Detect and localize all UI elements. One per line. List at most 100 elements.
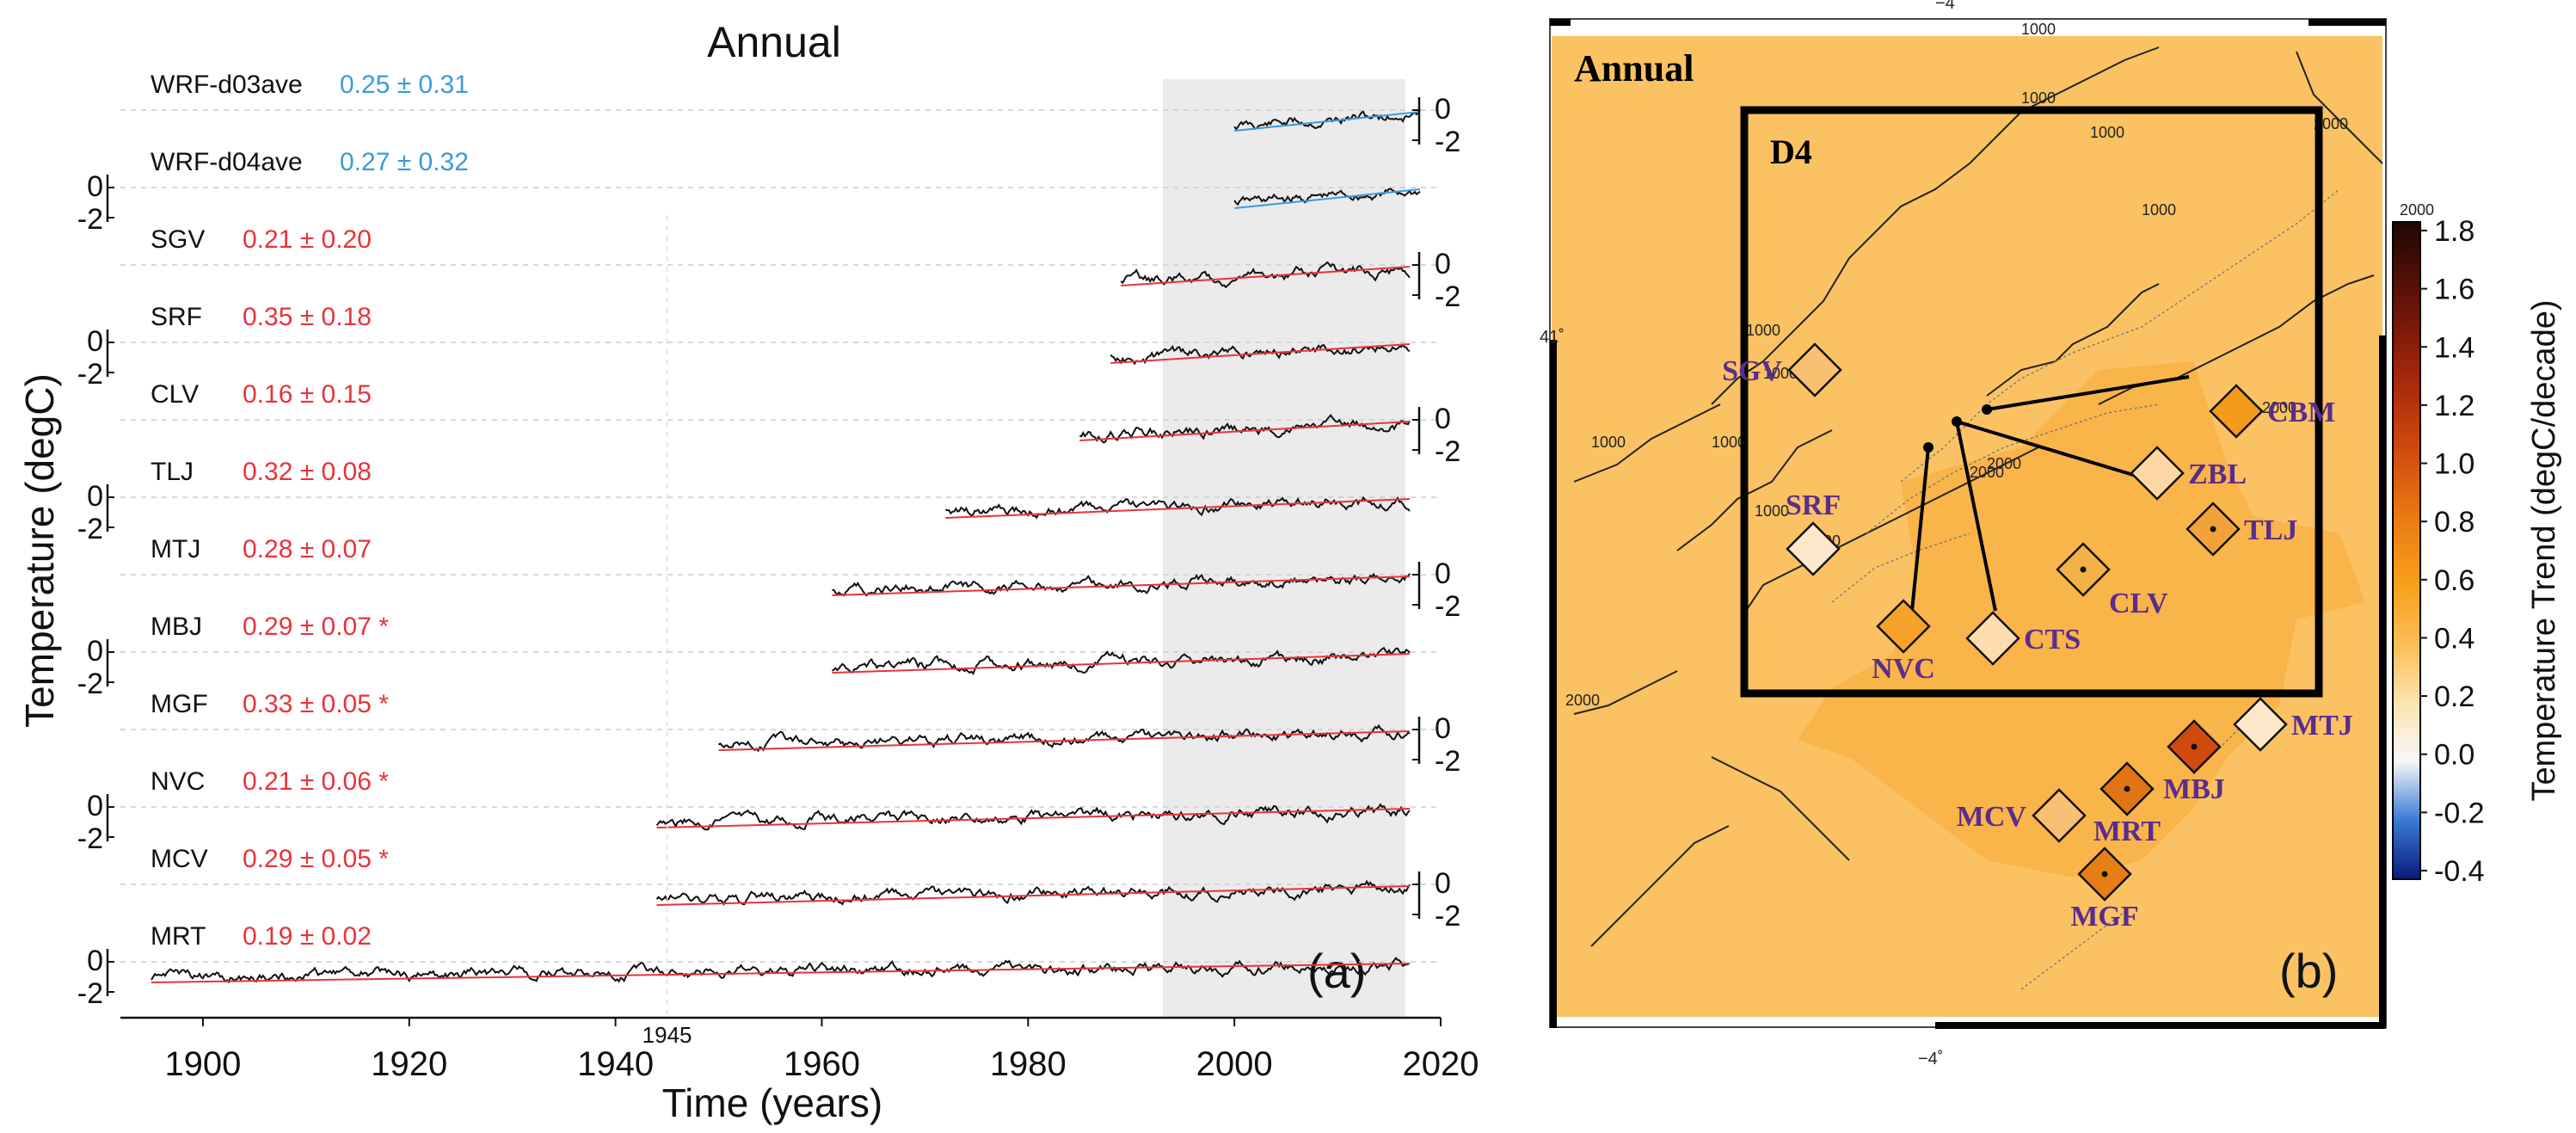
station-code-label: MCV	[1957, 801, 2027, 833]
series-name-label: MBJ	[151, 613, 202, 641]
row-tick-label: 0	[87, 635, 103, 668]
x-axis-label: Time (years)	[662, 1081, 882, 1125]
station-dot	[2124, 785, 2130, 792]
series-name-label: CLV	[151, 380, 199, 409]
x-tick-label: 2020	[1403, 1045, 1479, 1083]
frame-bar-left	[1550, 340, 1557, 1028]
trend-line	[718, 730, 1411, 751]
series-name-label: SRF	[151, 303, 202, 331]
series-row-sgv: SGV 0.21 ± 0.20 0-2	[120, 225, 1460, 313]
contour-label: 2000	[1970, 464, 2004, 481]
shaded-period	[1163, 79, 1405, 1017]
trend-line	[151, 963, 1411, 983]
row-tick-label: 0	[87, 480, 103, 513]
series-trend-label: 0.21 ± 0.20	[243, 225, 372, 254]
trend-line	[1234, 188, 1421, 209]
row-tick-label: 0	[1435, 248, 1451, 280]
series-trend-label: 0.29 ± 0.05 *	[243, 845, 389, 873]
colorbar	[2392, 221, 2421, 880]
station-marker	[2130, 446, 2185, 501]
series-name-label: WRF-d03ave	[151, 71, 303, 99]
station-code-label: NVC	[1872, 653, 1935, 685]
station-code-label: MTJ	[2291, 710, 2353, 742]
x-tick-label: 2000	[1196, 1045, 1273, 1083]
station-link-nodes	[1923, 404, 1992, 453]
row-tick-label: -2	[1435, 590, 1460, 623]
station-code-label: SGV	[1722, 355, 1782, 387]
temperature-series-line	[655, 879, 1411, 906]
row-tick-label: 0	[87, 325, 103, 358]
trend-line	[1234, 111, 1421, 132]
station-marker	[1786, 521, 1841, 576]
station-code-label: SRF	[1786, 490, 1841, 521]
d4-label: D4	[1770, 132, 1812, 171]
contour-label: 2000	[2262, 399, 2296, 416]
station-cts: CTS	[1965, 611, 2081, 666]
colorbar-tick-label: 0.6	[2434, 564, 2475, 597]
trend-line	[656, 808, 1411, 828]
row-tick-label: -2	[77, 513, 103, 545]
series-trend-label: 0.33 ± 0.05 *	[243, 690, 389, 718]
temperature-series-line	[151, 957, 1411, 984]
series-trend-label: 0.19 ± 0.02	[243, 922, 372, 951]
series-row-wrf-d04ave: WRF-d04ave 0.27 ± 0.32 0-2	[77, 148, 1441, 236]
contour-label: 1000	[1755, 502, 1789, 520]
series-row-mcv: MCV 0.29 ± 0.05 * 0-2	[120, 845, 1460, 933]
frame-bar-top-right	[2309, 19, 2386, 26]
station-marker	[2209, 384, 2264, 439]
station-tlj: TLJ	[2186, 502, 2297, 557]
series-name-label: NVC	[151, 767, 205, 796]
y-axis-label: Temperature (degC)	[17, 373, 62, 728]
station-code-label: TLJ	[2244, 514, 2297, 546]
contour-label: 2000	[1565, 692, 1600, 709]
row-tick-label: 0	[1435, 867, 1451, 900]
trend-line	[832, 653, 1411, 674]
inland-warm-region	[1798, 361, 2365, 877]
station-mcv: MCV	[1957, 788, 2087, 843]
temperature-series-line	[1110, 343, 1411, 366]
series-row-nvc: NVC 0.21 ± 0.06 * 0-2	[77, 767, 1441, 855]
row-tick-label: -2	[1435, 280, 1460, 313]
x-tick-label: 1960	[784, 1045, 860, 1083]
contour-label: 2000	[1987, 455, 2021, 472]
temperature-series-line	[655, 803, 1411, 831]
frame-bar-right	[2379, 336, 2386, 1024]
station-dot	[2210, 526, 2216, 533]
station-code-label: CLV	[2109, 588, 2168, 619]
d4-domain-box	[1740, 106, 2323, 698]
x-tick-label: 1980	[990, 1045, 1067, 1083]
trend-line	[945, 498, 1411, 519]
station-code-label: MRT	[2093, 816, 2161, 847]
series-trend-label: 0.21 ± 0.06 *	[243, 767, 389, 796]
series-row-tlj: TLJ 0.32 ± 0.08 0-2	[77, 458, 1441, 545]
series-name-label: MCV	[151, 845, 208, 873]
row-tick-label: -2	[77, 668, 103, 700]
station-code-label: CTS	[2024, 624, 2081, 656]
station-marker	[1965, 611, 2020, 666]
temperature-series-line	[832, 572, 1411, 597]
row-tick-label: -2	[77, 358, 103, 391]
series-trend-label: 0.27 ± 0.32	[340, 148, 469, 176]
row-tick-label: -2	[1435, 900, 1460, 933]
station-marker	[2233, 697, 2288, 752]
station-sgv: SGV	[1722, 342, 1842, 397]
contour-label: 1000	[1712, 434, 1746, 451]
series-trend-label: 0.28 ± 0.07	[243, 535, 372, 563]
row-tick-label: 0	[87, 945, 103, 977]
series-row-mgf: MGF 0.33 ± 0.05 * 0-2	[120, 690, 1460, 778]
colorbar-tick-label: 0.8	[2434, 506, 2475, 539]
row-tick-label: -2	[1435, 745, 1460, 778]
series-trend-label: 0.32 ± 0.08	[243, 458, 372, 486]
row-tick-label: 0	[87, 170, 103, 203]
colorbar-tick-label: 0.2	[2434, 680, 2475, 713]
frame-bar-bottom	[1935, 1022, 2386, 1029]
panel-b-map: 1000100010001000100010001000100010001000…	[1540, 0, 2562, 1068]
series-trend-label: 0.35 ± 0.18	[243, 303, 372, 331]
panel-a-chart: Annual Temperature (degC) Time (years) (…	[17, 18, 1479, 1125]
row-tick-label: -2	[77, 977, 103, 1010]
colorbar-tick-label: 1.8	[2434, 215, 2475, 248]
row-tick-label: 0	[1435, 93, 1451, 126]
station-code-label: MGF	[2070, 901, 2138, 933]
station-code-label: CBM	[2267, 397, 2335, 428]
